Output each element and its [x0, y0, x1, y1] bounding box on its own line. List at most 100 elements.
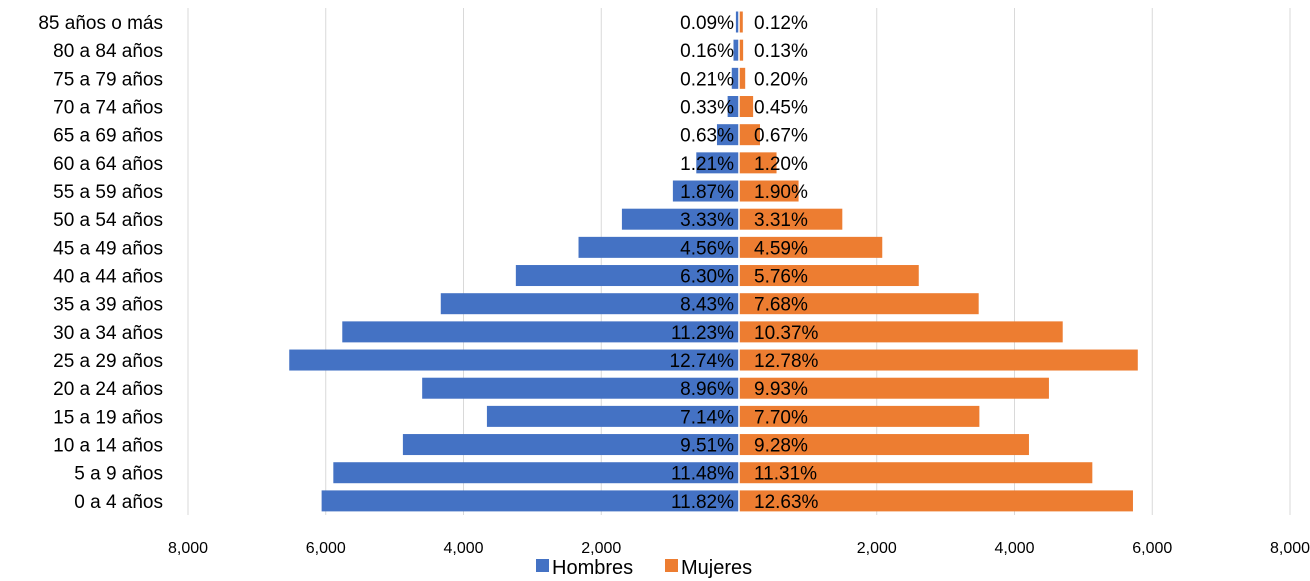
- bar-hombres: [731, 67, 739, 89]
- bar-hombres: [716, 124, 739, 146]
- category-label: 70 a 74 años: [53, 98, 163, 119]
- bar-hombres: [289, 349, 739, 371]
- bar-mujeres: [739, 434, 1029, 456]
- data-label-mujeres: 1.20%: [754, 154, 808, 175]
- category-label: 65 a 69 años: [53, 126, 163, 147]
- data-label-mujeres: 12.63%: [754, 492, 819, 513]
- category-label: 35 a 39 años: [53, 295, 163, 316]
- legend-label-hombres: Hombres: [552, 557, 633, 579]
- bar-hombres: [578, 236, 739, 258]
- category-label: 75 a 79 años: [53, 69, 163, 90]
- bar-hombres: [621, 208, 739, 230]
- data-label-hombres: 4.56%: [680, 238, 734, 259]
- data-label-hombres: 7.14%: [680, 407, 734, 428]
- gridlines: [187, 8, 1291, 515]
- x-axis-ticks: 8,000 6,000 4,000 2,000 2,000 4,000 6,000 8,000: [168, 540, 1310, 557]
- tick-label: 8,000: [168, 540, 208, 557]
- category-label: 10 a 14 años: [53, 436, 163, 457]
- bar-mujeres: [739, 490, 1133, 512]
- bar-hombres: [333, 462, 739, 484]
- data-label-hombres: 0.21%: [680, 69, 734, 90]
- data-label-mujeres: 0.67%: [754, 126, 808, 147]
- data-label-hombres: 11.23%: [671, 323, 734, 344]
- data-label-hombres: 1.87%: [680, 182, 734, 203]
- data-label-mujeres: 3.31%: [754, 210, 808, 231]
- data-label-hombres: 3.33%: [680, 210, 734, 231]
- data-label-mujeres: 1.90%: [754, 182, 808, 203]
- tick-label: 2,000: [581, 540, 621, 557]
- data-label-hombres: 11.82%: [671, 492, 734, 513]
- data-label-hombres: 0.16%: [680, 41, 734, 62]
- category-label: 5 a 9 años: [74, 464, 163, 485]
- data-label-hombres: 1.21%: [680, 154, 734, 175]
- bar-mujeres: [739, 377, 1049, 399]
- bar-hombres: [422, 377, 739, 399]
- bar-hombres: [727, 96, 739, 118]
- bar-hombres: [515, 265, 739, 287]
- bar-mujeres: [739, 208, 843, 230]
- data-label-mujeres: 0.13%: [754, 41, 808, 62]
- category-label: 25 a 29 años: [53, 351, 163, 372]
- category-label: 60 a 64 años: [53, 154, 163, 175]
- data-label-hombres: 11.48%: [671, 464, 734, 485]
- data-label-hombres: 8.43%: [680, 295, 734, 316]
- bar-mujeres: [739, 152, 777, 174]
- data-label-mujeres: 7.70%: [754, 407, 808, 428]
- data-label-mujeres: 9.93%: [754, 379, 808, 400]
- category-label: 30 a 34 años: [53, 323, 163, 344]
- category-label: 0 a 4 años: [74, 492, 163, 513]
- tick-label: 4,000: [443, 540, 483, 557]
- category-label: 20 a 24 años: [53, 379, 163, 400]
- bars: [289, 11, 1138, 512]
- bar-mujeres: [739, 265, 919, 287]
- bar-mujeres: [739, 67, 746, 89]
- tick-label: 6,000: [1132, 540, 1172, 557]
- legend-label-mujeres: Mujeres: [681, 557, 752, 579]
- category-label: 80 a 84 años: [53, 41, 163, 62]
- category-label: 40 a 44 años: [53, 267, 163, 288]
- category-label: 45 a 49 años: [53, 238, 163, 259]
- tick-label: 2,000: [857, 540, 897, 557]
- data-label-hombres: 0.33%: [680, 98, 734, 119]
- data-label-mujeres: 7.68%: [754, 295, 808, 316]
- tick-label: 8,000: [1270, 540, 1310, 557]
- bar-hombres: [733, 39, 739, 61]
- bar-mujeres: [739, 180, 799, 202]
- category-labels: 85 años o más 80 a 84 años 75 a 79 años 70 …: [38, 13, 163, 513]
- category-label: 85 años o más: [38, 13, 163, 34]
- tick-label: 4,000: [994, 540, 1034, 557]
- bar-mujeres: [739, 462, 1093, 484]
- data-labels: 0.09% 0.12% 0.16% 0.13% 0.21% 0.20% 0.33% 0.45%…: [670, 13, 819, 513]
- data-label-mujeres: 4.59%: [754, 238, 808, 259]
- bar-mujeres: [739, 236, 883, 258]
- data-label-mujeres: 9.28%: [754, 436, 808, 457]
- bar-hombres: [672, 180, 739, 202]
- tick-label: 6,000: [306, 540, 346, 557]
- data-label-hombres: 9.51%: [680, 436, 734, 457]
- data-label-mujeres: 11.31%: [754, 464, 817, 485]
- data-label-mujeres: 12.78%: [754, 351, 819, 372]
- bar-hombres: [342, 321, 739, 343]
- data-label-hombres: 0.63%: [680, 126, 734, 147]
- data-label-mujeres: 5.76%: [754, 267, 808, 288]
- data-label-mujeres: 0.12%: [754, 13, 808, 34]
- category-label: 55 a 59 años: [53, 182, 163, 203]
- bar-mujeres: [739, 405, 980, 427]
- data-label-mujeres: 10.37%: [754, 323, 819, 344]
- data-label-hombres: 6.30%: [680, 267, 734, 288]
- bar-mujeres: [739, 96, 754, 118]
- category-label: 50 a 54 años: [53, 210, 163, 231]
- bar-hombres: [440, 293, 739, 315]
- data-label-hombres: 8.96%: [680, 379, 734, 400]
- data-label-hombres: 0.09%: [680, 13, 734, 34]
- bar-mujeres: [739, 321, 1063, 343]
- bar-hombres: [735, 11, 739, 33]
- bar-mujeres: [739, 11, 743, 33]
- bar-mujeres: [739, 349, 1138, 371]
- bar-mujeres: [739, 124, 761, 146]
- data-label-hombres: 12.74%: [670, 351, 735, 372]
- category-label: 15 a 19 años: [53, 407, 163, 428]
- bar-mujeres: [739, 39, 744, 61]
